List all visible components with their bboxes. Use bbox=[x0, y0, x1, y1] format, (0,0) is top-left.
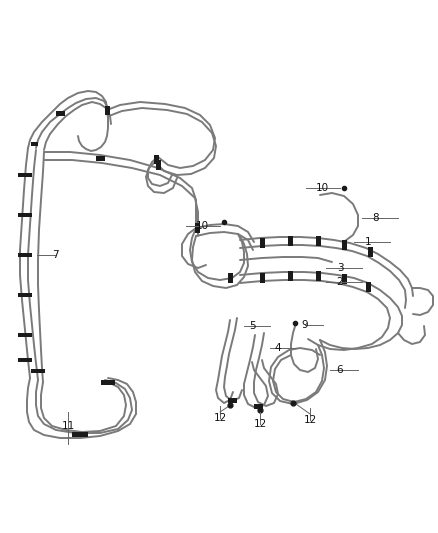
Bar bbox=[259, 238, 265, 248]
Bar bbox=[18, 358, 32, 362]
Bar bbox=[18, 293, 32, 297]
Bar bbox=[342, 240, 346, 250]
Bar bbox=[287, 236, 293, 246]
Text: 10: 10 bbox=[195, 221, 208, 231]
Bar bbox=[227, 398, 237, 402]
Bar bbox=[153, 155, 159, 164]
Bar bbox=[194, 223, 199, 233]
Bar bbox=[155, 160, 160, 170]
Text: 12: 12 bbox=[253, 419, 267, 429]
Bar bbox=[367, 247, 372, 257]
Bar bbox=[56, 110, 64, 116]
Bar bbox=[18, 213, 32, 217]
Bar bbox=[254, 403, 262, 408]
Bar bbox=[315, 236, 321, 246]
Text: 5: 5 bbox=[249, 321, 255, 331]
Bar bbox=[18, 173, 32, 177]
Bar bbox=[31, 369, 45, 373]
Bar bbox=[365, 282, 371, 292]
Bar bbox=[101, 379, 115, 384]
Bar bbox=[259, 273, 265, 283]
Bar bbox=[227, 273, 233, 283]
Bar bbox=[95, 156, 105, 160]
Bar bbox=[72, 432, 88, 437]
Bar bbox=[315, 271, 321, 281]
Text: 7: 7 bbox=[52, 250, 58, 260]
Text: 1: 1 bbox=[365, 237, 371, 247]
Bar bbox=[342, 274, 346, 284]
Bar bbox=[105, 106, 110, 115]
Bar bbox=[18, 253, 32, 257]
Bar bbox=[287, 271, 293, 281]
Bar bbox=[31, 142, 38, 146]
Text: 4: 4 bbox=[275, 343, 281, 353]
Text: 10: 10 bbox=[315, 183, 328, 193]
Text: 11: 11 bbox=[61, 421, 74, 431]
Text: 3: 3 bbox=[337, 263, 343, 273]
Text: 12: 12 bbox=[304, 415, 317, 425]
Bar bbox=[18, 333, 32, 337]
Text: 12: 12 bbox=[213, 413, 226, 423]
Text: 8: 8 bbox=[373, 213, 379, 223]
Text: 2: 2 bbox=[337, 277, 343, 287]
Text: 9: 9 bbox=[302, 320, 308, 330]
Text: 6: 6 bbox=[337, 365, 343, 375]
